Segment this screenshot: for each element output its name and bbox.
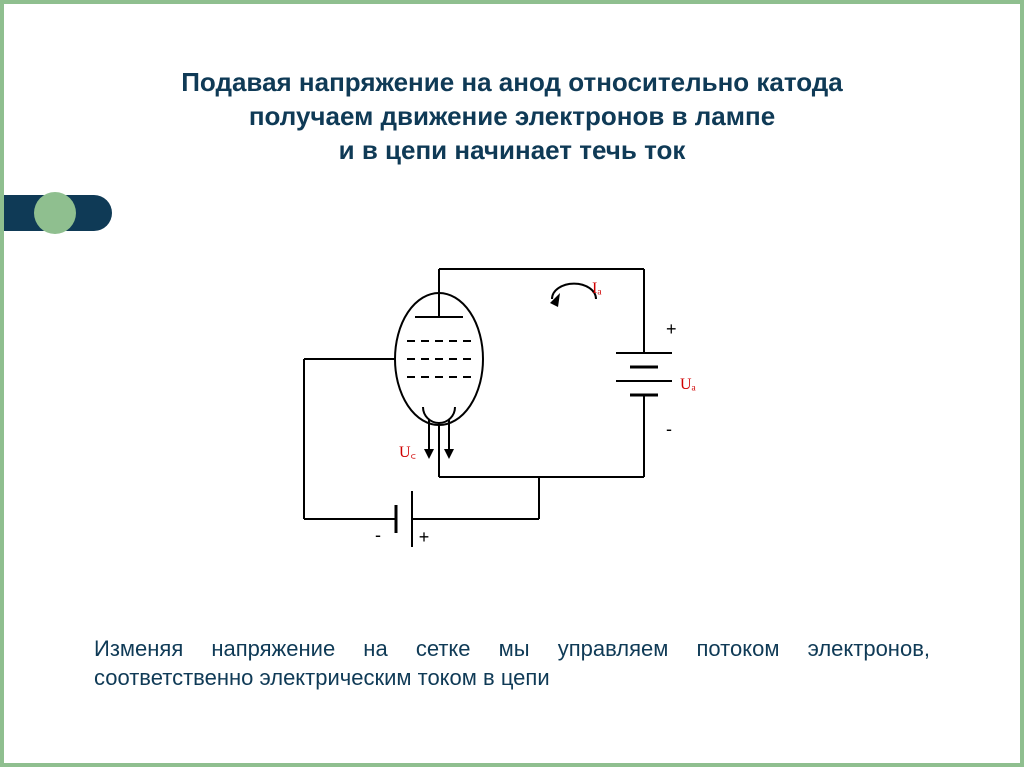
- accent-dot: [34, 192, 76, 234]
- circuit-diagram: Iₐ Uₐ U꜀ + - - +: [274, 239, 724, 569]
- title-line-3: и в цепи начинает течь ток: [339, 135, 686, 165]
- slide-caption: Изменяя напряжение на сетке мы управляем…: [94, 634, 930, 693]
- svg-text:+: +: [666, 319, 677, 339]
- title-line-1: Подавая напряжение на анод относительно …: [181, 67, 843, 97]
- svg-text:-: -: [666, 419, 672, 439]
- svg-text:+: +: [419, 527, 430, 547]
- svg-text:-: -: [375, 525, 381, 545]
- caption-text: Изменяя напряжение на сетке мы управляем…: [94, 636, 930, 691]
- title-line-2: получаем движение электронов в лампе: [249, 101, 775, 131]
- slide: Подавая напряжение на анод относительно …: [0, 0, 1024, 767]
- svg-text:U꜀: U꜀: [399, 444, 416, 461]
- svg-text:Iₐ: Iₐ: [592, 280, 602, 297]
- slide-title: Подавая напряжение на анод относительно …: [84, 66, 940, 167]
- svg-text:Uₐ: Uₐ: [680, 376, 697, 393]
